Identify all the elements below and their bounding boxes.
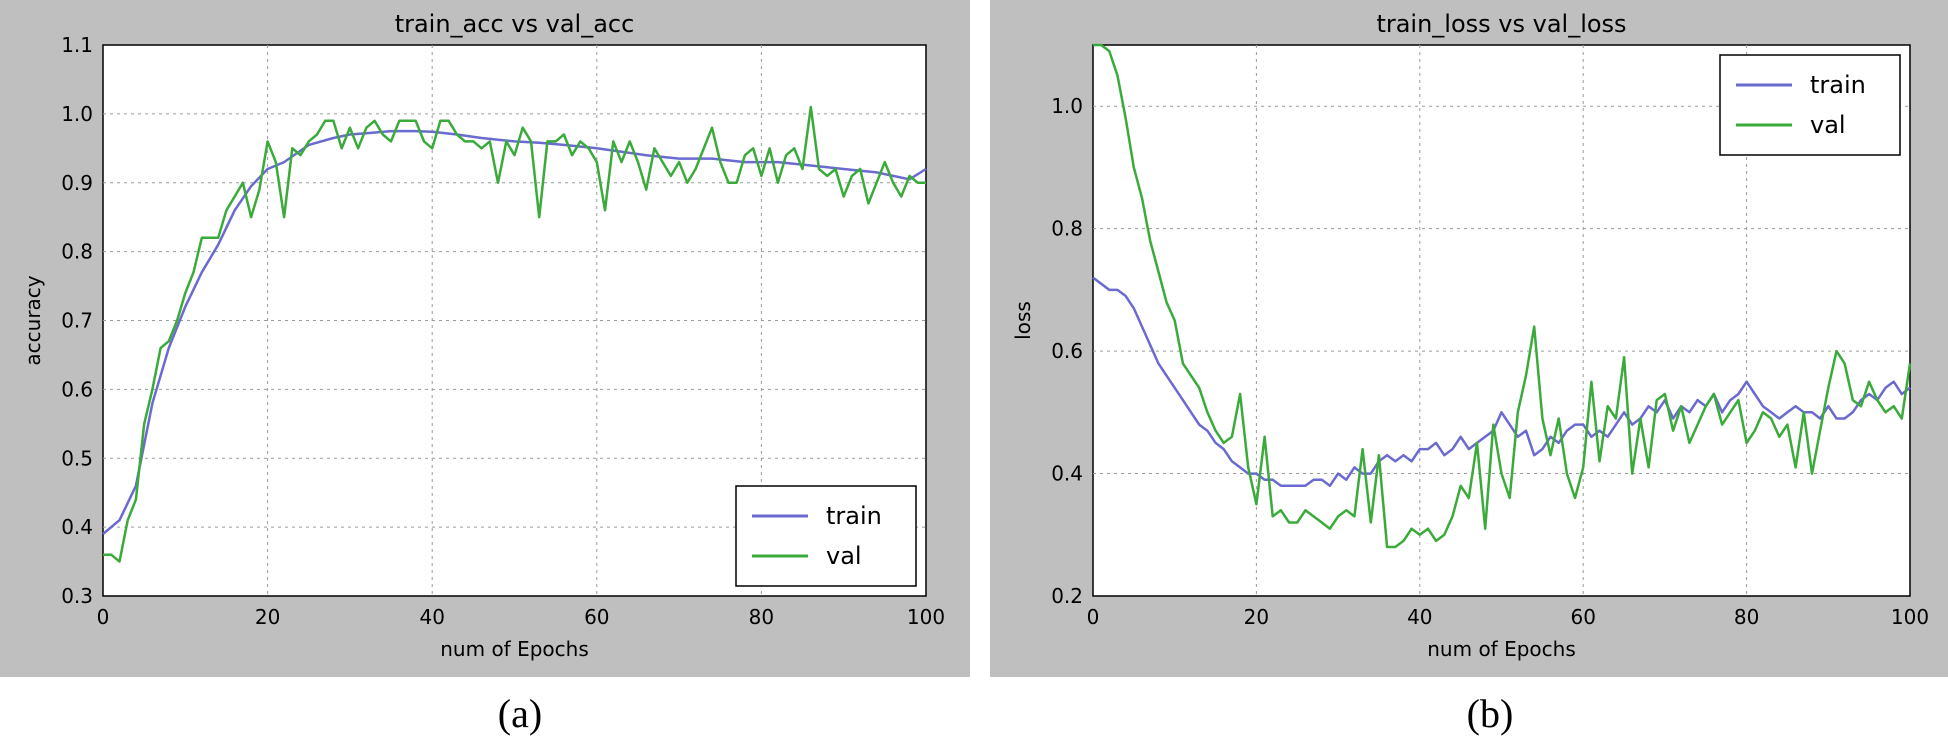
x-tick-label: 40 xyxy=(1407,605,1432,629)
legend-label-train: train xyxy=(826,502,882,530)
y-tick-label: 0.8 xyxy=(1051,217,1083,241)
grid-lines xyxy=(103,45,926,596)
loss-chart: 0 20 40 60 80 100 0.2 0.4 0.6 0.8 1.0 train_loss v… xyxy=(1011,10,1929,661)
legend: train val xyxy=(735,485,917,587)
accuracy-chart: 0 20 40 60 80 1000.30.40.50.60.70.80.91.01.1 … xyxy=(21,10,945,661)
legend-label-val: val xyxy=(826,542,862,570)
legend-box xyxy=(735,485,917,587)
y-tick-label: 0.4 xyxy=(1051,462,1083,486)
y-tick-label: 1.0 xyxy=(61,102,93,126)
x-tick-label: 100 xyxy=(1891,605,1929,629)
chart-title: train_loss vs val_loss xyxy=(1376,10,1626,38)
x-axis-label: num of Epochs xyxy=(1427,637,1576,661)
legend-box xyxy=(1719,54,1901,156)
series-lines xyxy=(102,105,927,563)
figure-caption-b: (b) xyxy=(1466,691,1514,736)
y-tick-label: 1.0 xyxy=(1051,94,1083,118)
x-axis-label: num of Epochs xyxy=(440,637,589,661)
legend: train val xyxy=(1719,54,1901,156)
chart-panel-accuracy: 0 20 40 60 80 100 0.3 0.4 0.5 0.6 0.7 0.8 0.9 1.0 1.1 … xyxy=(0,0,970,677)
x-tick-label: 60 xyxy=(1570,605,1595,629)
x-tick-label: 100 xyxy=(907,605,945,629)
x-tick-label: 80 xyxy=(749,605,774,629)
series-line-train xyxy=(102,129,927,535)
x-tick-label: 0 xyxy=(97,605,110,629)
x-tick-label: 60 xyxy=(584,605,609,629)
x-tick-label: 20 xyxy=(255,605,280,629)
y-tick-label: 0.2 xyxy=(1051,584,1083,608)
series-lines xyxy=(1092,43,1912,549)
legend-label-train: train xyxy=(1810,71,1866,99)
x-tick-label: 80 xyxy=(1734,605,1759,629)
y-tick-label: 0.9 xyxy=(61,171,93,195)
x-tick-label: 20 xyxy=(1244,605,1269,629)
chart-panel-loss: 0 20 40 60 80 100 0.2 0.4 0.6 0.8 1.0 train_loss v… xyxy=(990,0,1948,677)
tick-labels: 0 20 40 60 80 100 0.3 0.4 0.5 0.6 0.7 0.8 0.9 1.0 1.1 xyxy=(61,33,945,629)
y-axis-label: accuracy xyxy=(21,275,45,365)
series-line-val xyxy=(103,105,926,563)
x-tick-label: 40 xyxy=(419,605,444,629)
y-tick-label: 0.3 xyxy=(61,584,93,608)
y-tick-label: 0.8 xyxy=(61,240,93,264)
series-line-train xyxy=(1092,276,1911,488)
y-tick-label: 0.6 xyxy=(61,377,93,401)
series-line-val xyxy=(1093,43,1912,549)
tick-labels: 0 20 40 60 80 100 0.2 0.4 0.6 0.8 1.0 xyxy=(1051,94,1929,629)
y-tick-label: 0.5 xyxy=(61,446,93,470)
y-axis-label: loss xyxy=(1011,301,1035,340)
chart-title: train_acc vs val_acc xyxy=(395,10,635,38)
y-tick-label: 0.4 xyxy=(61,515,93,539)
y-tick-label: 0.7 xyxy=(61,309,93,333)
legend-label-val: val xyxy=(1810,111,1846,139)
figure-caption-a: (a) xyxy=(497,691,543,736)
y-tick-label: 0.6 xyxy=(1051,339,1083,363)
y-tick-label: 1.1 xyxy=(61,33,93,57)
x-tick-label: 0 xyxy=(1087,605,1100,629)
